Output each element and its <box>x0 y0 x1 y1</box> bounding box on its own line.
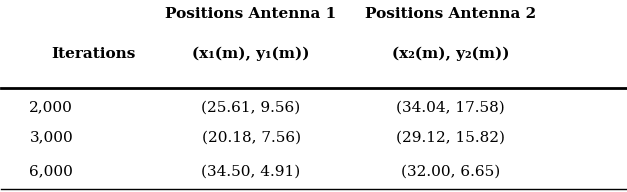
Text: (29.12, 15.82): (29.12, 15.82) <box>396 131 505 145</box>
Text: (25.61, 9.56): (25.61, 9.56) <box>201 100 301 114</box>
Text: Positions Antenna 2: Positions Antenna 2 <box>366 7 536 21</box>
Text: (34.04, 17.58): (34.04, 17.58) <box>396 100 505 114</box>
Text: Iterations: Iterations <box>51 47 135 61</box>
Text: (x₂(m), y₂(m)): (x₂(m), y₂(m)) <box>392 47 510 61</box>
Text: (20.18, 7.56): (20.18, 7.56) <box>201 131 300 145</box>
Text: (32.00, 6.65): (32.00, 6.65) <box>401 165 500 179</box>
Text: 2,000: 2,000 <box>29 100 73 114</box>
Text: (x₁(m), y₁(m)): (x₁(m), y₁(m)) <box>192 47 310 61</box>
Text: (34.50, 4.91): (34.50, 4.91) <box>201 165 301 179</box>
Text: 3,000: 3,000 <box>29 131 73 145</box>
Text: 6,000: 6,000 <box>29 165 73 179</box>
Text: Positions Antenna 1: Positions Antenna 1 <box>166 7 337 21</box>
